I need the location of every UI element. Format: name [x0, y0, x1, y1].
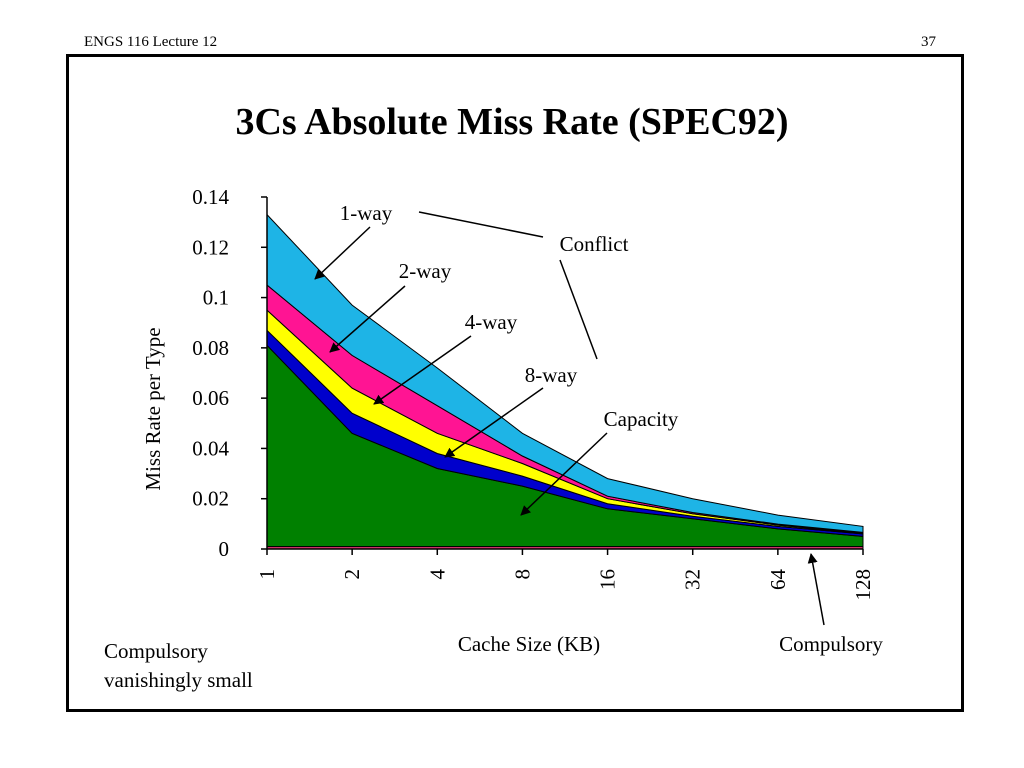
- compulsory-note: Compulsory vanishingly small: [104, 637, 253, 695]
- x-tick-label: 32: [681, 569, 705, 590]
- x-tick-label: 128: [851, 569, 875, 601]
- arrow-2-way: [329, 285, 406, 353]
- y-tick-label: 0.12: [192, 235, 229, 259]
- label-2-way: 2-way: [399, 259, 452, 283]
- arrow-8-way: [444, 387, 544, 458]
- y-axis-label: Miss Rate per Type: [141, 327, 165, 490]
- y-tick-label: 0.1: [203, 286, 229, 310]
- x-tick-label: 64: [766, 569, 790, 591]
- conflict-leader-1: [418, 211, 544, 238]
- slide-frame: [66, 54, 964, 712]
- header-lecture: ENGS 116 Lecture 12: [84, 34, 218, 50]
- x-axis-label: Cache Size (KB): [458, 632, 600, 656]
- arrow-compulsory: [807, 553, 825, 626]
- arrow-capacity: [520, 432, 608, 516]
- note-line-2: vanishingly small: [104, 668, 253, 692]
- conflict-leader-2: [559, 259, 598, 360]
- label-1-way: 1-way: [340, 201, 393, 225]
- note-line-1: Compulsory: [104, 639, 208, 663]
- x-tick-label: 2: [340, 569, 364, 580]
- y-tick-label: 0: [219, 537, 230, 561]
- label-conflict: Conflict: [560, 232, 629, 256]
- label-4-way: 4-way: [465, 310, 518, 334]
- y-tick-label: 0.08: [192, 336, 229, 360]
- x-tick-label: 8: [510, 569, 534, 580]
- header-page-number: 37: [921, 34, 936, 50]
- y-tick-label: 0.04: [192, 436, 229, 460]
- chart-title: 3Cs Absolute Miss Rate (SPEC92): [235, 101, 789, 143]
- y-tick-label: 0.06: [192, 386, 229, 410]
- x-tick-label: 4: [425, 569, 449, 580]
- x-tick-label: 16: [596, 569, 620, 590]
- label-capacity: Capacity: [604, 407, 679, 431]
- arrow-4-way: [373, 335, 472, 405]
- label-compulsory: Compulsory: [779, 632, 883, 656]
- area-1-way: [266, 213, 864, 533]
- y-tick-label: 0.02: [192, 487, 229, 511]
- arrow-1-way: [314, 226, 371, 280]
- y-tick-label: 0.14: [192, 185, 229, 209]
- x-tick-label: 1: [255, 569, 279, 580]
- label-8-way: 8-way: [525, 363, 578, 387]
